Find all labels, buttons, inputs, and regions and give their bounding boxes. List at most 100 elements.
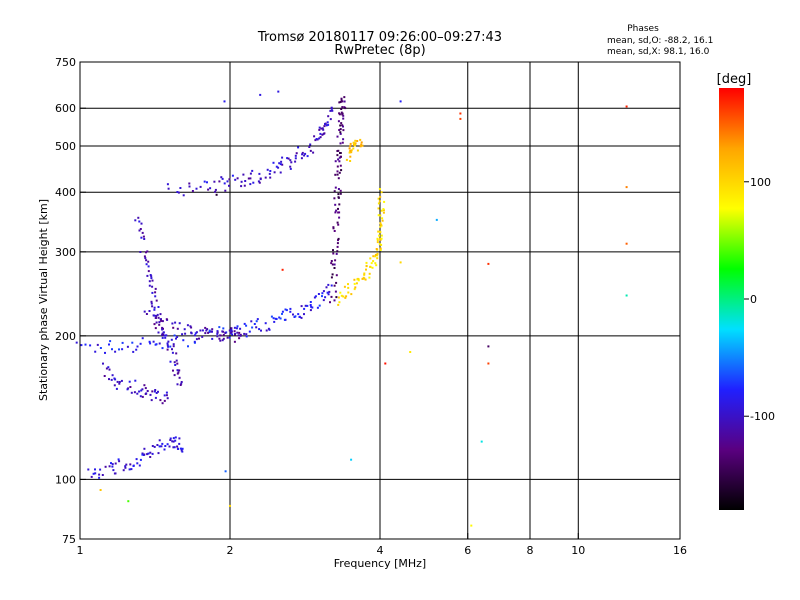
data-point [283,318,286,321]
data-point [247,177,250,180]
data-point [153,308,156,311]
data-point [194,332,197,335]
data-point [337,196,340,199]
data-point [178,376,181,379]
data-point [236,325,239,328]
data-point [178,369,181,372]
data-point [267,327,270,330]
data-point [156,313,159,316]
data-point [368,272,371,275]
data-point [145,251,147,254]
data-point [298,316,301,318]
data-point [151,279,154,282]
data-point [318,304,321,307]
data-point [350,458,353,461]
data-point [244,180,247,182]
data-point [139,395,142,398]
data-point [480,440,483,443]
data-point [208,331,211,333]
data-point [355,282,358,285]
data-point [338,160,341,163]
data-point [330,262,333,265]
data-point [166,342,169,345]
data-point [151,452,154,455]
data-point [340,294,343,297]
data-point [148,284,151,287]
data-point [318,137,321,140]
data-point [376,257,379,260]
data-point [339,131,342,134]
data-point [273,171,276,174]
data-point [285,309,288,312]
data-point [233,340,236,343]
data-point [363,272,366,275]
data-point [303,313,305,316]
data-point [379,231,382,234]
data-point [195,331,198,334]
data-point [380,234,383,237]
y-tick-label: 100 [55,473,76,486]
data-point [155,299,158,302]
data-point [252,181,255,184]
data-point [155,392,158,394]
data-point [259,177,262,180]
data-point [136,345,139,348]
data-point [233,330,236,333]
data-point [342,295,345,298]
data-point [334,211,337,214]
data-point [335,209,338,212]
data-point [230,332,232,335]
data-point [365,265,368,268]
data-point [337,120,340,123]
data-point [145,392,148,395]
data-point [139,342,142,345]
data-point [231,333,234,336]
data-point [264,176,267,179]
data-point [354,142,357,145]
data-point [281,268,284,271]
data-point [216,332,219,335]
data-point [319,136,322,139]
data-point [99,468,102,471]
data-point [165,391,168,394]
data-point [336,245,339,248]
data-point [245,324,248,327]
data-point [239,334,242,337]
data-point [309,304,312,306]
y-tick-label: 75 [62,533,76,546]
data-point [374,262,377,265]
data-point [216,331,219,334]
data-point [224,470,227,473]
data-point [353,278,356,281]
data-point [327,123,330,126]
data-point [153,390,156,393]
data-point [311,306,314,309]
data-point [149,342,152,345]
data-point [150,399,153,402]
data-point [141,388,144,391]
data-point [94,350,97,353]
data-point [317,293,320,295]
data-point [174,364,177,366]
data-point [333,197,336,200]
data-point [381,217,384,220]
data-point [354,286,357,289]
data-point [337,193,340,196]
data-point [377,197,380,200]
data-point [114,378,117,381]
data-point [315,138,318,140]
data-point [168,445,171,448]
data-point [345,295,348,298]
data-point [292,313,294,316]
data-point [180,381,183,383]
data-point [154,291,157,294]
data-point [215,193,218,196]
data-point [231,174,234,177]
data-point [166,344,169,347]
data-point [160,445,163,448]
data-point [334,186,337,189]
data-point [258,181,261,184]
data-point [179,187,182,189]
data-point [199,185,202,188]
data-point [150,275,153,278]
